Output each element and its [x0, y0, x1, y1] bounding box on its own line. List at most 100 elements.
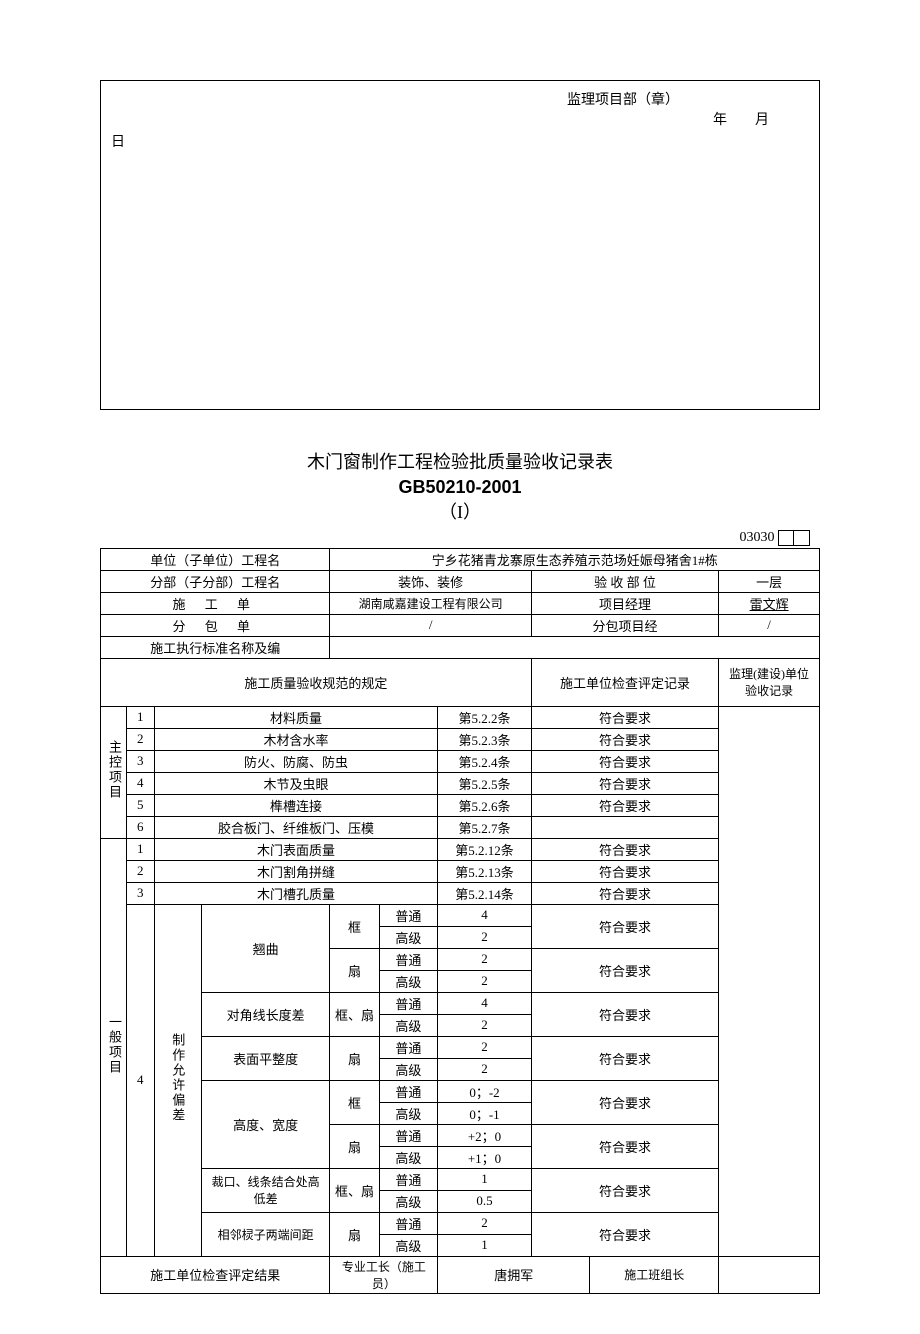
item-result: 符合要求 — [531, 750, 718, 772]
item-result: 符合要求 — [531, 728, 718, 750]
spec-header: 施工质量验收规范的规定 — [101, 658, 532, 706]
subcontractor-label: 分 包 单 — [101, 614, 330, 636]
tol-val: 4 — [438, 992, 532, 1014]
item-name: 防火、防腐、防虫 — [154, 750, 437, 772]
tol-part: 框 — [330, 904, 379, 948]
item-result: 符合要求 — [531, 706, 718, 728]
date-year-month: 年 月 — [121, 109, 799, 129]
subcontractor-value: / — [330, 614, 531, 636]
sub-pm-value: / — [719, 614, 820, 636]
team-label: 施工班组长 — [590, 1256, 719, 1293]
tol-name: 翘曲 — [201, 904, 330, 992]
footer-row: 施工单位检查评定结果 专业工长（施工员） 唐拥军 施工班组长 — [101, 1256, 820, 1293]
tol-group-label: 制作允许偏差 — [154, 904, 201, 1256]
item-ref: 第5.2.14条 — [438, 882, 532, 904]
grade-high: 高级 — [379, 1234, 438, 1256]
year-label: 年 — [713, 113, 727, 128]
tol-part: 框、扇 — [330, 992, 379, 1036]
tol-group-num: 4 — [126, 904, 154, 1256]
document-title: 木门窗制作工程检验批质量验收记录表 GB50210-2001 （I） — [100, 450, 820, 526]
tol-val: 2 — [438, 948, 532, 970]
tol-val: 2 — [438, 1014, 532, 1036]
main-cat-text: 主控项目 — [105, 740, 124, 800]
tol-result: 符合要求 — [531, 1124, 718, 1168]
gen-item-row: 2 木门割角拼缝 第5.2.13条 符合要求 — [101, 860, 820, 882]
item-ref: 第5.2.3条 — [438, 728, 532, 750]
item-name: 木材含水率 — [154, 728, 437, 750]
title-part: （I） — [100, 500, 820, 525]
tol-part: 扇 — [330, 948, 379, 992]
grade-normal: 普通 — [379, 948, 438, 970]
grade-normal: 普通 — [379, 1168, 438, 1190]
unit-project-label: 单位（子单位）工程名 — [101, 548, 330, 570]
item-ref: 第5.2.4条 — [438, 750, 532, 772]
tol-val: 1 — [438, 1234, 532, 1256]
tol-part: 框 — [330, 1080, 379, 1124]
general-category: 一般项目 — [101, 838, 127, 1256]
tol-val: 2 — [438, 1058, 532, 1080]
tol-part: 扇 — [330, 1212, 379, 1256]
item-ref: 第5.2.6条 — [438, 794, 532, 816]
tol-row: 4 制作允许偏差 翘曲 框 普通 4 符合要求 — [101, 904, 820, 926]
tol-name: 高度、宽度 — [201, 1080, 330, 1168]
column-headers: 施工质量验收规范的规定 施工单位检查评定记录 监理(建设)单位验收记录 — [101, 658, 820, 706]
form-code: 03030 — [100, 530, 820, 546]
item-num: 3 — [126, 750, 154, 772]
code-number: 03030 — [740, 530, 775, 545]
item-name: 胶合板门、纤维板门、压模 — [154, 816, 437, 838]
tol-result: 符合要求 — [531, 992, 718, 1036]
tol-val: 1 — [438, 1168, 532, 1190]
grade-normal: 普通 — [379, 1036, 438, 1058]
main-item-row: 4 木节及虫眼 第5.2.5条 符合要求 — [101, 772, 820, 794]
tol-val: 0.5 — [438, 1190, 532, 1212]
tol-result: 符合要求 — [531, 904, 718, 948]
item-name: 木门表面质量 — [154, 838, 437, 860]
result-label: 施工单位检查评定结果 — [101, 1256, 330, 1293]
item-num: 2 — [126, 860, 154, 882]
grade-normal: 普通 — [379, 1212, 438, 1234]
tol-val: +2；0 — [438, 1124, 532, 1146]
tol-part: 扇 — [330, 1124, 379, 1168]
item-ref: 第5.2.13条 — [438, 860, 532, 882]
header-row-subcontractor: 分 包 单 / 分包项目经 / — [101, 614, 820, 636]
foreman-name: 唐拥军 — [438, 1256, 590, 1293]
sub-pm-label: 分包项目经 — [531, 614, 718, 636]
stamp-label: 监理项目部（章） — [121, 89, 799, 109]
tol-row: 相邻棂子两端间距 扇 普通 2 符合要求 — [101, 1212, 820, 1234]
gen-item-row: 3 木门槽孔质量 第5.2.14条 符合要求 — [101, 882, 820, 904]
item-result: 符合要求 — [531, 860, 718, 882]
tol-row: 对角线长度差 框、扇 普通 4 符合要求 — [101, 992, 820, 1014]
header-row-subpart: 分部（子分部）工程名 装饰、装修 验 收 部 位 一层 — [101, 570, 820, 592]
item-ref: 第5.2.7条 — [438, 816, 532, 838]
code-box — [778, 530, 794, 546]
exec-standard-value — [330, 636, 820, 658]
item-ref: 第5.2.2条 — [438, 706, 532, 728]
item-num: 4 — [126, 772, 154, 794]
item-name: 榫槽连接 — [154, 794, 437, 816]
tol-val: 0；-2 — [438, 1080, 532, 1102]
accept-position-value: 一层 — [719, 570, 820, 592]
item-result: 符合要求 — [531, 882, 718, 904]
unit-project-value: 宁乡花猪青龙寨原生态养殖示范场妊娠母猪舍1#栋 — [330, 548, 820, 570]
main-item-row: 主控项目 1 材料质量 第5.2.2条 符合要求 — [101, 706, 820, 728]
tol-part: 框、扇 — [330, 1168, 379, 1212]
tol-val: 0；-1 — [438, 1102, 532, 1124]
item-name: 木门割角拼缝 — [154, 860, 437, 882]
header-row-standard: 施工执行标准名称及编 — [101, 636, 820, 658]
item-result: 符合要求 — [531, 838, 718, 860]
item-name: 木门槽孔质量 — [154, 882, 437, 904]
grade-high: 高级 — [379, 1146, 438, 1168]
header-row-unit: 单位（子单位）工程名 宁乡花猪青龙寨原生态养殖示范场妊娠母猪舍1#栋 — [101, 548, 820, 570]
month-label: 月 — [755, 113, 769, 128]
tol-row: 裁口、线条结合处高低差 框、扇 普通 1 符合要求 — [101, 1168, 820, 1190]
tol-label-text: 制作允许偏差 — [168, 1033, 187, 1123]
item-num: 6 — [126, 816, 154, 838]
tol-name: 表面平整度 — [201, 1036, 330, 1080]
gen-item-row: 一般项目 1 木门表面质量 第5.2.12条 符合要求 — [101, 838, 820, 860]
tol-result: 符合要求 — [531, 948, 718, 992]
tol-result: 符合要求 — [531, 1168, 718, 1212]
tol-val: +1；0 — [438, 1146, 532, 1168]
supervisor-record-cell — [719, 706, 820, 1256]
main-item-row: 2 木材含水率 第5.2.3条 符合要求 — [101, 728, 820, 750]
title-line1: 木门窗制作工程检验批质量验收记录表 — [100, 450, 820, 475]
